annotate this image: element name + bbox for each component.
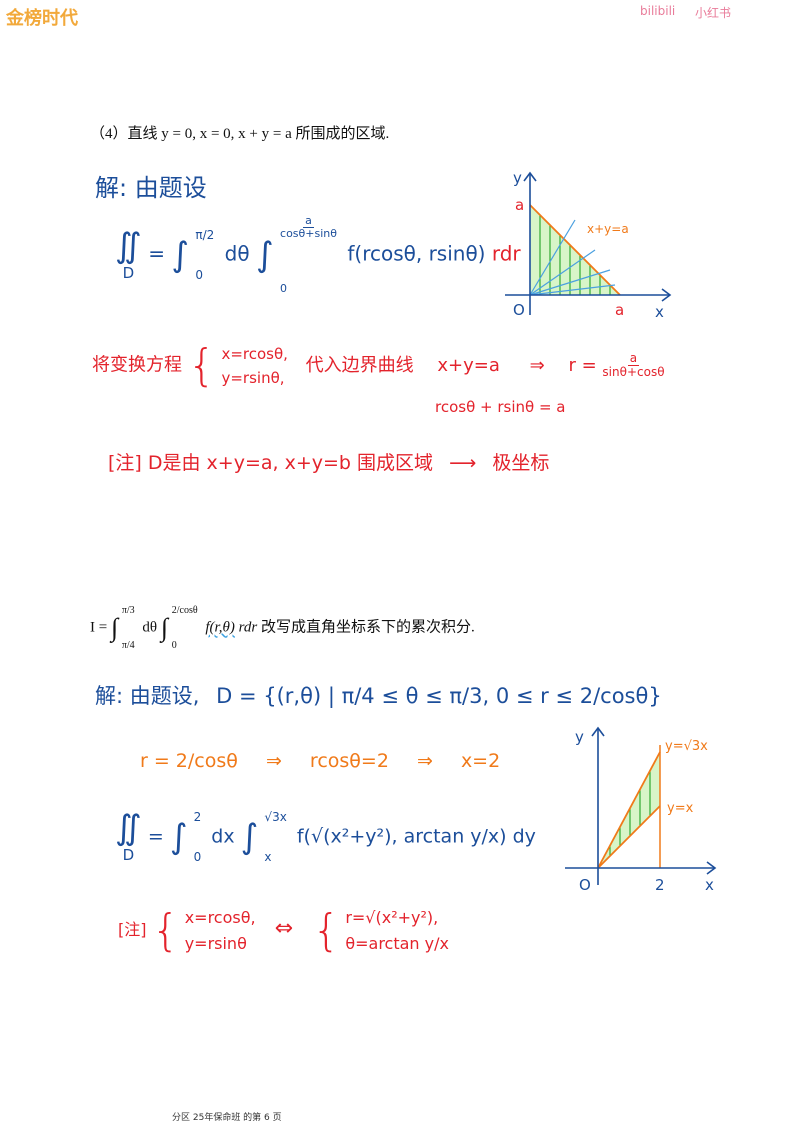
differential: dx bbox=[211, 825, 235, 848]
symbol: = bbox=[148, 241, 165, 266]
line-label: x+y=a bbox=[587, 222, 629, 236]
integrand: f(r,θ) bbox=[205, 619, 235, 636]
region-def: D = {(r,θ) | π/4 ≤ θ ≤ π/3, 0 ≤ r ≤ 2/co… bbox=[216, 684, 662, 708]
limit: 0 bbox=[195, 268, 204, 282]
region: D bbox=[122, 846, 135, 865]
differential: dθ bbox=[142, 619, 158, 636]
arrow: ⟶ bbox=[449, 452, 477, 474]
solution-intro: 解: 由题设, bbox=[95, 684, 200, 708]
differential: dy bbox=[512, 825, 536, 848]
axis-label: y bbox=[513, 169, 522, 187]
note: [注] { x=rcosθ, y=rsinθ ⇔ { r=√(x²+y²), θ=a… bbox=[118, 905, 449, 957]
tick-label: 2 bbox=[655, 876, 665, 894]
equation: x=rcosθ, bbox=[221, 344, 288, 363]
symbol: ⇒ bbox=[416, 750, 433, 772]
equation: y=rsinθ, bbox=[221, 368, 285, 387]
limit: π/4 bbox=[121, 640, 135, 651]
limit: x bbox=[264, 850, 272, 864]
note-text: 极坐标 bbox=[492, 452, 550, 474]
equation: θ=arctan y/x bbox=[345, 933, 449, 953]
symbol: ∫ bbox=[160, 613, 168, 642]
note-text: [注] D是由 x+y=a, x+y=b 围成区域 bbox=[108, 452, 434, 474]
limit: 2/cosθ bbox=[171, 605, 198, 616]
symbol: ∫ bbox=[171, 235, 190, 275]
limit: 0 bbox=[193, 850, 202, 864]
formula: ∬ D = ∫ π/2 0 dθ ∫ a cosθ+sinθ 0 f(rcosθ, rs… bbox=[115, 214, 521, 295]
axis-label: y bbox=[575, 728, 584, 746]
fraction-den: sinθ+cosθ bbox=[602, 365, 665, 379]
symbol: ∫ bbox=[110, 613, 119, 642]
symbol: ⇒ bbox=[529, 354, 545, 376]
symbol: ⇔ bbox=[274, 916, 294, 942]
diagram: y x O a a x+y=a bbox=[505, 169, 672, 321]
symbol: ∫ bbox=[169, 817, 188, 857]
step: x=2 bbox=[460, 750, 501, 772]
steps: r = 2/cosθ ⇒ rcosθ=2 ⇒ x=2 bbox=[140, 750, 500, 772]
equation: x+y=a bbox=[437, 354, 500, 376]
problem-statement: （4）直线 y = 0, x = 0, x + y = a 所围成的区域. bbox=[90, 126, 390, 142]
region: D bbox=[122, 264, 135, 283]
solution-intro: 解: 由题设 bbox=[95, 174, 207, 202]
intercept: a bbox=[515, 196, 524, 214]
differential: dθ bbox=[224, 241, 250, 266]
solution: 解: 由题设, D = {(r,θ) | π/4 ≤ θ ≤ π/3, 0 ≤ … bbox=[95, 680, 662, 710]
axis-label: x bbox=[655, 303, 664, 321]
transform: 将变换方程 { x=rcosθ, y=rsinθ, 代入边界曲线 x+y=a ⇒ … bbox=[92, 340, 665, 391]
integrand: f(rcosθ, rsinθ) bbox=[347, 241, 486, 266]
limit: π/3 bbox=[121, 605, 135, 616]
limit: 0 bbox=[171, 640, 177, 651]
derivation: rcosθ + rsinθ = a bbox=[435, 398, 566, 416]
limit: a bbox=[303, 214, 314, 229]
line-label: y=x bbox=[667, 801, 694, 816]
formula: ∬ D = ∫ 2 0 dx ∫ √3x x f(√(x²+y²), arctan y… bbox=[115, 808, 536, 865]
axis-label: x bbox=[705, 876, 714, 894]
note: [注] D是由 x+y=a, x+y=b 围成区域 ⟶ 极坐标 bbox=[108, 448, 549, 475]
integrand: rdr bbox=[238, 619, 258, 636]
symbol: = bbox=[147, 825, 164, 848]
symbol: ∫ bbox=[255, 235, 274, 275]
equation: x=rcosθ, bbox=[184, 908, 256, 927]
intercept: a bbox=[615, 301, 624, 319]
equation: r=√(x²+y²), bbox=[345, 908, 439, 927]
limit: π/2 bbox=[195, 228, 215, 242]
step: rcosθ=2 bbox=[309, 750, 389, 772]
equation: y=rsinθ bbox=[184, 933, 247, 953]
symbol: ∫ bbox=[240, 817, 259, 857]
limit: 0 bbox=[280, 282, 288, 295]
line-label: y=√3x bbox=[665, 739, 708, 754]
link[interactable]: bilibili bbox=[640, 4, 676, 18]
footer: 分区 25年保命班 的第 6 页 bbox=[172, 1113, 282, 1123]
brand: 金榜时代 bbox=[6, 8, 78, 29]
diagram: y x O 2 y=√3x y=x bbox=[565, 726, 717, 894]
integrand: f(√(x²+y²), arctan y/x) bbox=[296, 825, 507, 848]
equation: r = bbox=[568, 354, 597, 376]
origin: O bbox=[579, 876, 591, 894]
integrand: rdr bbox=[491, 241, 521, 266]
note-label: [注] bbox=[118, 920, 147, 940]
label: 将变换方程 bbox=[92, 354, 182, 376]
symbol: ∬ bbox=[115, 808, 142, 849]
limit: cosθ+sinθ bbox=[280, 227, 337, 241]
limit: 2 bbox=[193, 810, 202, 824]
fraction-num: a bbox=[627, 350, 640, 366]
origin: O bbox=[513, 301, 525, 319]
step: r = 2/cosθ bbox=[140, 750, 238, 772]
symbol: ∬ bbox=[115, 226, 142, 267]
symbol: I = bbox=[90, 619, 108, 636]
link[interactable]: 小红书 bbox=[695, 6, 732, 20]
symbol: ⇒ bbox=[265, 750, 282, 772]
limit: √3x bbox=[264, 810, 287, 824]
text: 改写成直角坐标系下的累次积分. bbox=[260, 619, 475, 636]
label: 代入边界曲线 bbox=[305, 354, 414, 376]
problem-statement: I = ∫ π/3 π/4 dθ ∫ 2/cosθ 0 f(r,θ) rdr 改写成… bbox=[90, 605, 475, 651]
